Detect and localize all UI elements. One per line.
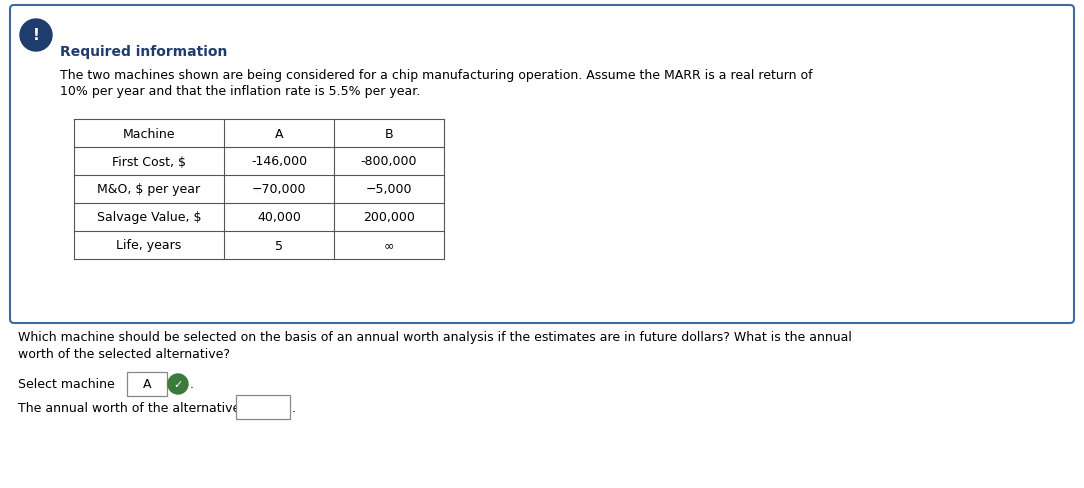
Text: Required information: Required information (60, 45, 228, 59)
Text: Life, years: Life, years (116, 239, 182, 252)
Text: 40,000: 40,000 (257, 211, 301, 224)
Text: First Cost, $: First Cost, $ (112, 155, 186, 168)
Text: B: B (385, 127, 393, 140)
Text: 200,000: 200,000 (363, 211, 415, 224)
Text: Machine: Machine (122, 127, 176, 140)
Text: .: . (190, 378, 194, 391)
Text: 5: 5 (275, 239, 283, 252)
FancyBboxPatch shape (10, 6, 1074, 324)
Text: .: . (292, 401, 296, 414)
FancyBboxPatch shape (127, 372, 167, 396)
Text: ✓: ✓ (173, 379, 183, 389)
Text: The annual worth of the alternative is $: The annual worth of the alternative is $ (18, 401, 267, 414)
Text: A: A (143, 378, 152, 391)
Circle shape (20, 20, 52, 52)
Text: Salvage Value, $: Salvage Value, $ (96, 211, 202, 224)
Circle shape (168, 374, 188, 394)
Text: -800,000: -800,000 (361, 155, 417, 168)
Text: A: A (274, 127, 283, 140)
Text: Which machine should be selected on the basis of an annual worth analysis if the: Which machine should be selected on the … (18, 331, 852, 344)
Text: −70,000: −70,000 (251, 183, 307, 196)
Text: −5,000: −5,000 (365, 183, 412, 196)
Text: -146,000: -146,000 (250, 155, 307, 168)
Text: worth of the selected alternative?: worth of the selected alternative? (18, 347, 230, 360)
FancyBboxPatch shape (236, 395, 291, 419)
Text: !: ! (33, 28, 39, 43)
Text: The two machines shown are being considered for a chip manufacturing operation. : The two machines shown are being conside… (60, 69, 813, 82)
Text: M&O, $ per year: M&O, $ per year (98, 183, 201, 196)
Text: ∞: ∞ (384, 239, 395, 252)
Text: Select machine: Select machine (18, 378, 115, 391)
Text: 10% per year and that the inflation rate is 5.5% per year.: 10% per year and that the inflation rate… (60, 85, 421, 98)
